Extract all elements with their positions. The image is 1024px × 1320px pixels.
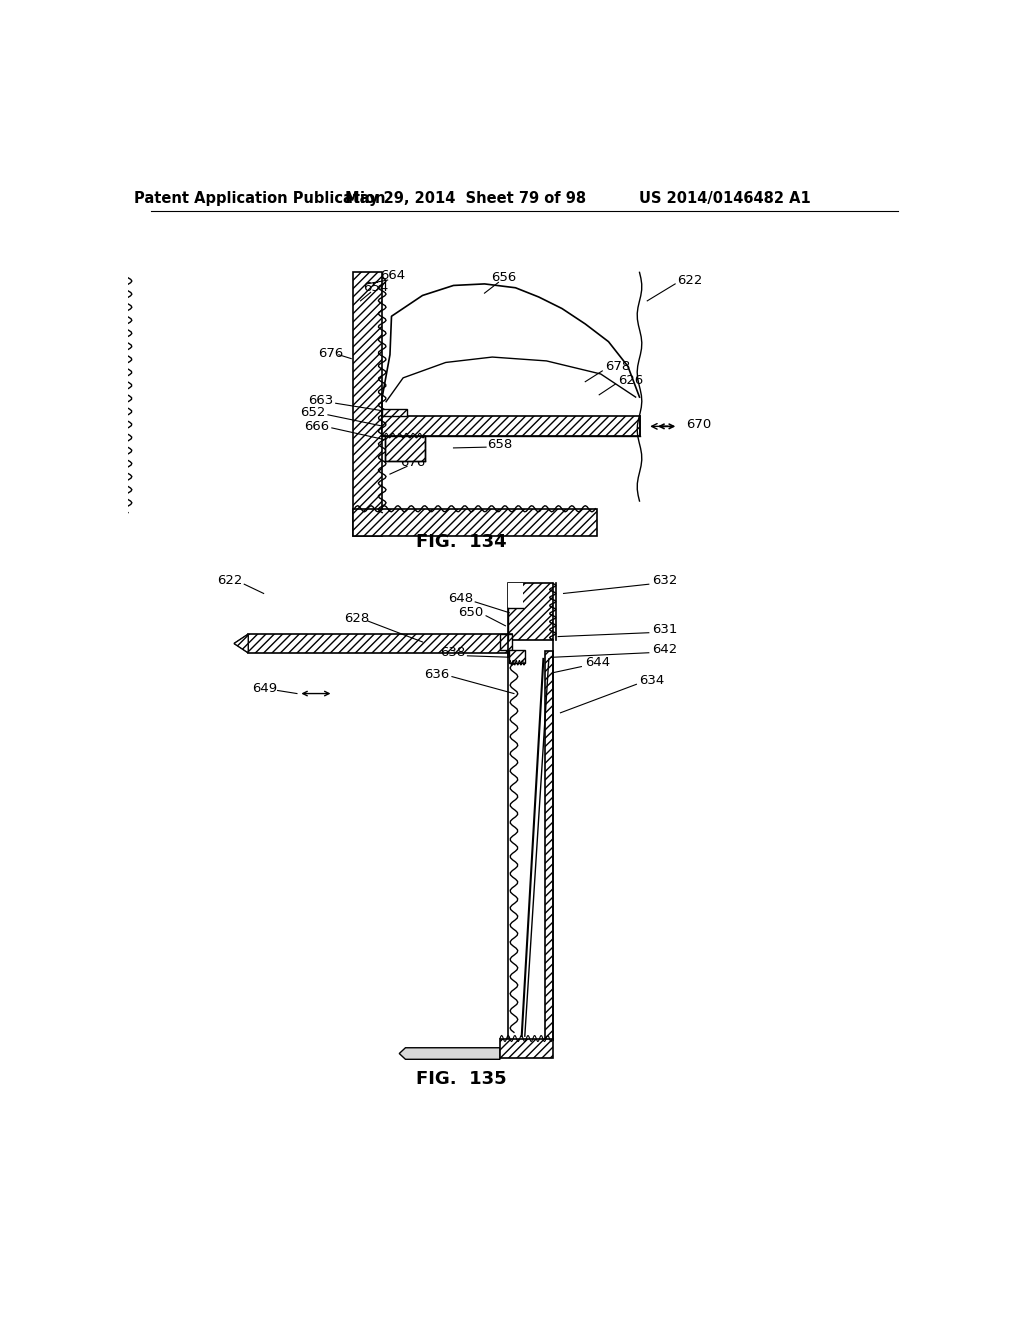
Text: 648: 648 <box>447 593 473 606</box>
Text: 666: 666 <box>304 420 330 433</box>
Bar <box>385 436 425 461</box>
Bar <box>509 649 524 663</box>
Text: 663: 663 <box>308 395 334 408</box>
Text: 626: 626 <box>618 374 644 387</box>
Text: 622: 622 <box>217 574 243 587</box>
Text: 678: 678 <box>605 360 631 372</box>
Bar <box>382 409 407 416</box>
Text: 636: 636 <box>424 668 450 681</box>
Bar <box>508 583 553 640</box>
Polygon shape <box>234 635 248 653</box>
Text: Patent Application Publication: Patent Application Publication <box>134 191 385 206</box>
Text: 638: 638 <box>440 647 465 659</box>
Text: 649: 649 <box>252 681 276 694</box>
Bar <box>382 416 640 436</box>
Bar <box>352 508 597 536</box>
Bar <box>352 272 382 536</box>
Bar <box>508 583 523 609</box>
Text: FIG.  134: FIG. 134 <box>416 533 507 550</box>
Text: 664: 664 <box>381 269 406 282</box>
Polygon shape <box>399 1048 500 1059</box>
Text: 642: 642 <box>652 643 677 656</box>
Text: 650: 650 <box>458 606 483 619</box>
Text: 676: 676 <box>318 347 344 360</box>
Text: FIG.  135: FIG. 135 <box>416 1069 507 1088</box>
Polygon shape <box>234 635 248 653</box>
Text: 670: 670 <box>686 417 712 430</box>
Text: May 29, 2014  Sheet 79 of 98: May 29, 2014 Sheet 79 of 98 <box>344 191 586 206</box>
Text: 644: 644 <box>586 656 610 669</box>
Text: 676: 676 <box>399 455 425 469</box>
Text: 622: 622 <box>677 273 702 286</box>
Text: 652: 652 <box>300 407 326 418</box>
Text: 632: 632 <box>652 574 677 587</box>
Bar <box>545 651 553 1040</box>
Bar <box>500 1039 553 1057</box>
Text: 631: 631 <box>652 623 677 636</box>
Text: 634: 634 <box>640 675 665 686</box>
Bar <box>500 635 512 649</box>
Text: 656: 656 <box>492 271 516 284</box>
Text: 658: 658 <box>487 438 513 451</box>
Text: 628: 628 <box>344 611 370 624</box>
Text: US 2014/0146482 A1: US 2014/0146482 A1 <box>639 191 811 206</box>
Text: 654: 654 <box>364 281 389 294</box>
Bar <box>248 635 508 653</box>
